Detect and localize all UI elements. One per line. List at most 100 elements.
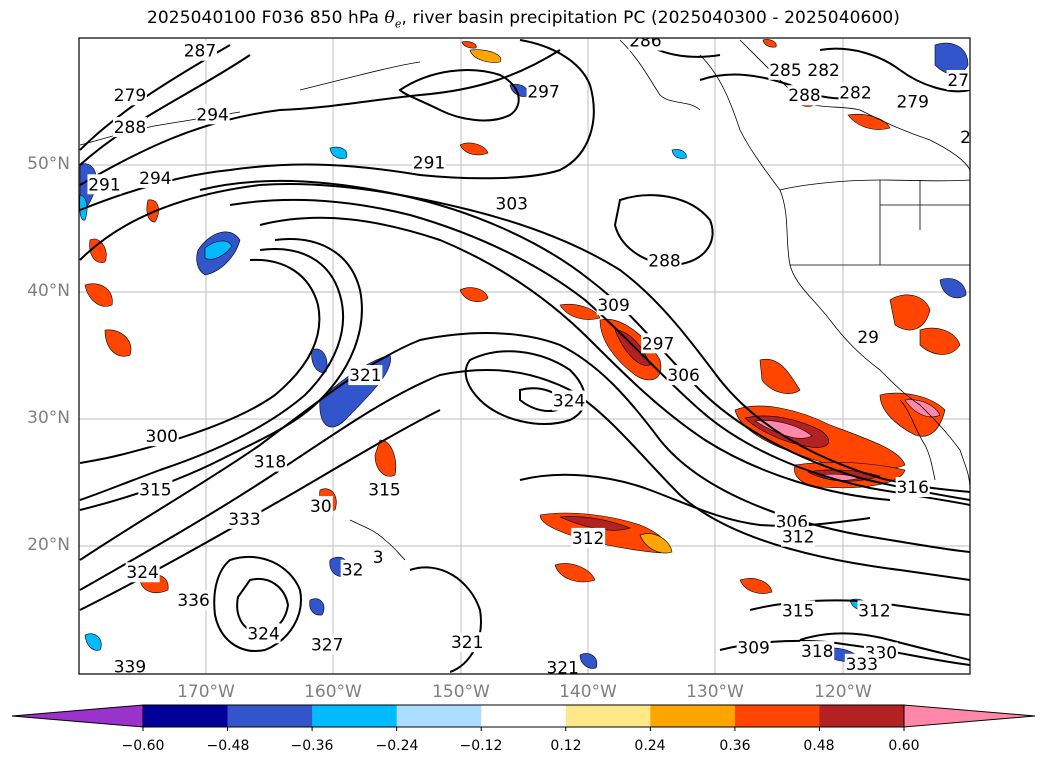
contour-label-bg <box>138 479 173 500</box>
contour-label-bg <box>494 193 529 214</box>
contour-label: 316 <box>896 478 928 498</box>
contour-label: 339 <box>114 657 146 677</box>
contour-label-bg <box>112 85 147 106</box>
lat-label-30n: 30°N <box>27 408 70 428</box>
lon-label-170w: 170°W <box>177 682 235 702</box>
contour-label-bg <box>112 117 147 138</box>
contour-label-bg <box>252 451 287 472</box>
colorbar-tick-9: 0.60 <box>888 738 920 754</box>
contour-label: 32 <box>342 561 364 581</box>
lon-label-140w: 140°W <box>559 682 617 702</box>
contour-label: 318 <box>801 642 833 662</box>
contour-label: 297 <box>527 82 559 102</box>
contour-label: 333 <box>846 655 878 675</box>
colorbar-segment <box>143 705 229 727</box>
contour-label: 312 <box>572 529 604 549</box>
contour-label: 282 <box>839 84 871 104</box>
contour-label: 279 <box>114 86 146 106</box>
contour-label: 286 <box>629 32 661 52</box>
contour-label-bg <box>176 590 211 611</box>
colorbar-segments <box>11 704 1036 728</box>
contour-label-bg <box>195 104 230 125</box>
colorbar-segment <box>819 705 905 727</box>
contour-labels: 279 288 291 294 294 287 291 297 286 285 282 288 282 2… <box>87 32 992 677</box>
contour-label: 29 <box>857 328 879 348</box>
contour-label: 306 <box>667 366 699 386</box>
lon-label-160w: 160°W <box>304 682 362 702</box>
contour-label-bg <box>800 641 835 662</box>
contour-label-bg <box>526 81 561 102</box>
contour-label: 333 <box>228 510 260 530</box>
contour-label-bg <box>736 637 771 658</box>
contour-label-bg <box>844 653 879 674</box>
colorbar-tick-6: 0.24 <box>634 738 666 754</box>
contour-label: 309 <box>597 296 629 316</box>
contour-label: 285 <box>960 128 992 148</box>
colorbar-tick-0: −0.60 <box>121 738 165 754</box>
lon-label-120w: 120°W <box>814 682 872 702</box>
colorbar-segment <box>396 705 482 727</box>
contour-label: 318 <box>254 453 286 473</box>
contour-label-bg <box>348 365 383 386</box>
map-title: 2025040100 F036 850 hPa θe, river basin … <box>146 8 901 31</box>
contour-label: 300 <box>146 427 178 447</box>
graticule <box>79 38 970 674</box>
contour-label: 282 <box>807 61 839 81</box>
contour-label: 3 <box>373 548 384 568</box>
contour-label-bg <box>838 82 873 103</box>
colorbar-ticks <box>142 727 905 731</box>
colorbar-segment <box>650 705 736 727</box>
contour-label: 294 <box>196 105 228 125</box>
contour-label: 324 <box>247 624 279 644</box>
contour-label-bg <box>545 657 580 674</box>
contour-label: 315 <box>782 601 814 621</box>
contour-label-bg <box>959 127 970 148</box>
contour-label-bg <box>310 634 345 655</box>
contour-label: 294 <box>139 169 171 189</box>
colorbar-tick-2: −0.36 <box>290 738 334 754</box>
contour-label: 279 <box>896 93 928 113</box>
lat-label-40n: 40°N <box>27 281 70 301</box>
contour-label: 276 <box>947 71 979 91</box>
contour-label-bg <box>112 656 147 674</box>
contour-label: 321 <box>451 633 483 653</box>
contour-label-bg <box>552 390 587 411</box>
colorbar-tick-8: 0.48 <box>803 738 835 754</box>
lat-label-20n: 20°N <box>27 535 70 555</box>
contour-label: 288 <box>648 252 680 272</box>
colorbar-tick-7: 0.36 <box>719 738 751 754</box>
contour-label-bg <box>781 526 816 547</box>
contour-label: 287 <box>184 42 216 62</box>
colorbar-tick-5: 0.12 <box>550 738 582 754</box>
contour-label-bg <box>87 174 122 195</box>
contour-label-bg <box>946 69 970 90</box>
contour-label-bg <box>641 333 676 354</box>
contour-label: 321 <box>349 366 381 386</box>
colorbar-segment <box>734 705 820 727</box>
contour-label-bg <box>856 326 881 347</box>
colorbar-extend-min <box>11 704 144 728</box>
contour-label: 336 <box>177 591 209 611</box>
contour-label: 291 <box>88 175 120 195</box>
contour-label: 324 <box>126 563 158 583</box>
lon-label-130w: 130°W <box>686 682 744 702</box>
contour-label-bg <box>412 152 447 173</box>
colorbar-extend-max <box>903 704 1036 728</box>
lat-label-50n: 50°N <box>27 154 70 174</box>
colorbar-segment <box>481 705 567 727</box>
colorbar-tick-1: −0.48 <box>206 738 250 754</box>
colorbar-segment <box>227 705 313 727</box>
contour-label: 315 <box>139 481 171 501</box>
contour-label: 303 <box>496 194 528 214</box>
contour-label-bg <box>367 479 402 500</box>
contour-label-bg <box>647 250 682 271</box>
contour-label-bg <box>182 40 217 61</box>
contour-label: 288 <box>788 86 820 106</box>
contour-label-bg <box>666 365 701 386</box>
contour-label: 309 <box>737 638 769 658</box>
contour-label-bg <box>596 295 631 316</box>
contour-label: 285 <box>769 61 801 81</box>
contour-label-bg <box>787 85 822 106</box>
contour-label-bg <box>371 546 386 567</box>
contour-label-bg <box>571 527 606 548</box>
